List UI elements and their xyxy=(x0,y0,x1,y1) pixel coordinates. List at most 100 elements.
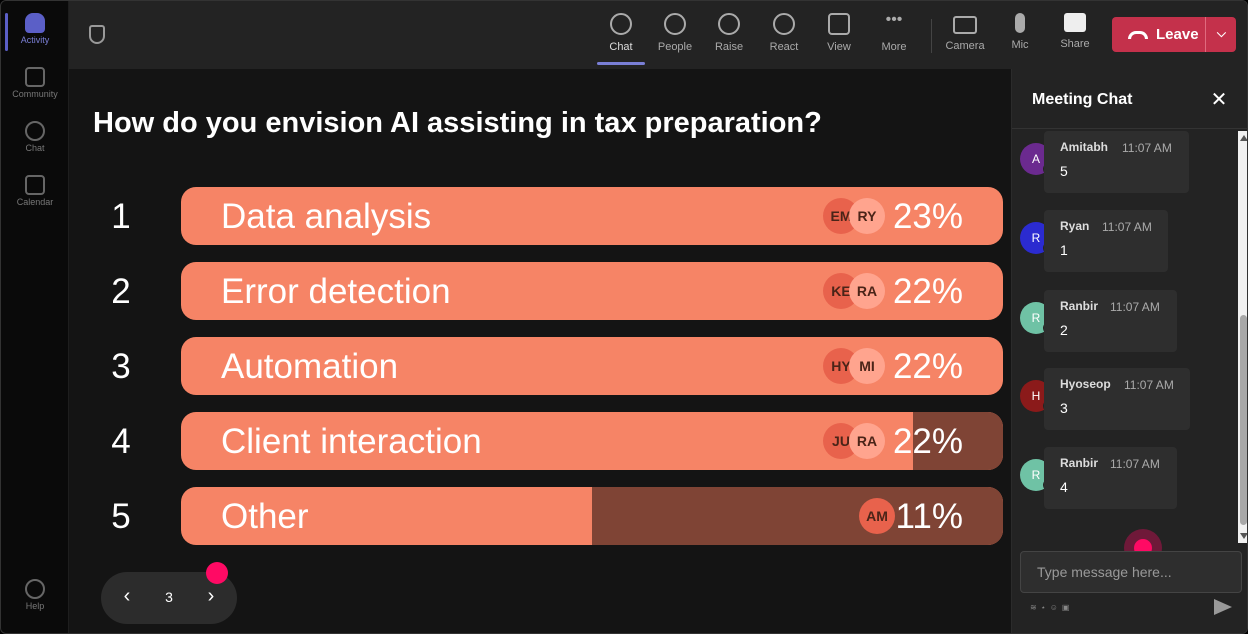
page-number: 3 xyxy=(165,589,173,605)
camera-button[interactable]: Camera xyxy=(939,13,991,52)
chevron-left-icon[interactable]: ‹ xyxy=(123,585,131,607)
react-button-label: React xyxy=(769,41,799,53)
voter-avatar: RA xyxy=(849,423,885,459)
voter-avatar: RA xyxy=(849,273,885,309)
message-time: 11:07 AM xyxy=(1122,141,1172,155)
people-button[interactable]: People xyxy=(649,13,701,53)
option-number: 3 xyxy=(111,347,131,386)
chat-scrollbar[interactable] xyxy=(1238,131,1247,543)
poll-option-bar[interactable]: Other AM 11% xyxy=(181,487,1003,545)
poll-stage: How do you envision AI assisting in tax … xyxy=(69,69,1011,633)
rail-community[interactable]: Community xyxy=(1,67,69,99)
leave-button-label: Leave xyxy=(1156,26,1199,43)
message-input[interactable] xyxy=(1021,552,1241,592)
view-button[interactable]: View xyxy=(813,13,865,53)
avatar-initial: R xyxy=(1031,311,1041,325)
sender-name: Ryan xyxy=(1060,219,1090,233)
message-bubble: Ranbir 11:07 AM 2 xyxy=(1044,290,1177,352)
voter-avatar: RY xyxy=(849,198,885,234)
more-dots-icon: ••• xyxy=(885,11,903,28)
poll-option-bar[interactable]: Client interaction JU RA 22% xyxy=(181,412,1003,470)
option-label: Automation xyxy=(221,347,399,386)
more-button[interactable]: ••• More xyxy=(868,11,920,54)
bar-remainder xyxy=(592,487,1003,545)
camera-button-label: Camera xyxy=(945,40,985,52)
option-number: 1 xyxy=(111,197,131,236)
chat-button-label: Chat xyxy=(609,41,633,53)
voter-avatar: MI xyxy=(849,348,885,384)
more-button-label: More xyxy=(881,41,907,53)
leave-button[interactable]: Leave ⌵ xyxy=(1112,17,1236,52)
avatar-initial: A xyxy=(1031,152,1040,166)
poll-option-bar[interactable]: Data analysis EM RY 23% xyxy=(181,187,1003,245)
avatar-initial: R xyxy=(1031,231,1041,245)
people-button-label: People xyxy=(657,41,693,53)
react-button[interactable]: React xyxy=(758,13,810,53)
option-label: Error detection xyxy=(221,272,451,311)
chat-title: Meeting Chat xyxy=(1032,91,1133,108)
option-percent: 22% xyxy=(892,422,963,461)
scroll-up-arrow-icon[interactable] xyxy=(1240,135,1247,141)
raise-hand-button[interactable]: Raise xyxy=(703,13,755,53)
rail-calendar[interactable]: Calendar xyxy=(1,175,69,207)
message-text: 1 xyxy=(1060,242,1068,258)
rail-activity[interactable]: Activity xyxy=(1,13,69,51)
share-button-label: Share xyxy=(1060,38,1090,50)
voter-avatar: AM xyxy=(859,498,895,534)
mic-button[interactable]: Mic xyxy=(994,13,1046,51)
option-percent: 22% xyxy=(892,272,963,311)
option-label: Other xyxy=(221,497,309,536)
option-label: Client interaction xyxy=(221,422,482,461)
chat-bubble-icon xyxy=(25,121,45,141)
share-screen-icon xyxy=(1064,13,1086,32)
view-button-label: View xyxy=(827,41,851,53)
share-button[interactable]: Share xyxy=(1049,13,1101,50)
sender-name: Ranbir xyxy=(1060,299,1099,313)
bell-icon xyxy=(25,13,45,33)
send-icon[interactable] xyxy=(1214,599,1232,615)
option-number: 5 xyxy=(111,497,131,536)
message-compose-box[interactable] xyxy=(1020,551,1242,593)
message-text: 5 xyxy=(1060,163,1068,179)
sender-name: Hyoseop xyxy=(1060,377,1111,391)
poll-question: How do you envision AI assisting in tax … xyxy=(93,107,822,139)
poll-option-bar[interactable]: Error detection KE RA 22% xyxy=(181,262,1003,320)
chevron-right-icon[interactable]: › xyxy=(207,585,215,607)
meeting-toolbar: Chat People Raise React View ••• More Ca… xyxy=(69,1,1247,69)
rail-chat[interactable]: Chat xyxy=(1,121,69,153)
message-bubble: Hyoseop 11:07 AM 3 xyxy=(1044,368,1190,430)
scroll-thumb[interactable] xyxy=(1240,315,1247,525)
community-icon xyxy=(25,67,45,87)
option-number: 2 xyxy=(111,272,131,311)
rail-help-label: Help xyxy=(25,601,45,611)
option-percent: 22% xyxy=(892,347,963,386)
message-bubble: Amitabh 11:07 AM 5 xyxy=(1044,131,1189,193)
rail-calendar-label: Calendar xyxy=(16,197,54,207)
leave-separator xyxy=(1205,17,1206,52)
calendar-icon xyxy=(25,175,45,195)
grid-icon xyxy=(828,13,850,35)
rail-chat-label: Chat xyxy=(25,143,45,153)
meeting-chat-panel: Meeting Chat ✕ A Amitabh 11:07 AM 5 R Ry… xyxy=(1011,69,1247,633)
sender-name: Ranbir xyxy=(1060,456,1099,470)
chat-button[interactable]: Chat xyxy=(595,13,647,65)
hand-icon xyxy=(718,13,740,35)
shield-icon xyxy=(89,25,105,44)
scroll-down-arrow-icon[interactable] xyxy=(1240,533,1247,539)
bar-remainder xyxy=(912,412,1003,470)
avatar-initial: H xyxy=(1031,389,1041,403)
chevron-down-icon[interactable]: ⌵ xyxy=(1216,26,1226,40)
sender-name: Amitabh xyxy=(1060,140,1108,154)
rail-help[interactable]: Help xyxy=(1,579,69,611)
cursor-marker xyxy=(206,562,228,584)
phone-hangup-icon xyxy=(1128,30,1148,39)
message-time: 11:07 AM xyxy=(1102,220,1152,234)
format-tools-icons[interactable]: ≋⋆☺▣ xyxy=(1030,603,1074,612)
message-bubble: Ranbir 11:07 AM 4 xyxy=(1044,447,1177,509)
avatar-initial: R xyxy=(1031,468,1041,482)
poll-option-bar[interactable]: Automation HY MI 22% xyxy=(181,337,1003,395)
left-rail: Activity Community Chat Calendar Help xyxy=(1,1,69,633)
close-icon[interactable]: ✕ xyxy=(1210,89,1228,111)
option-number: 4 xyxy=(111,422,131,461)
